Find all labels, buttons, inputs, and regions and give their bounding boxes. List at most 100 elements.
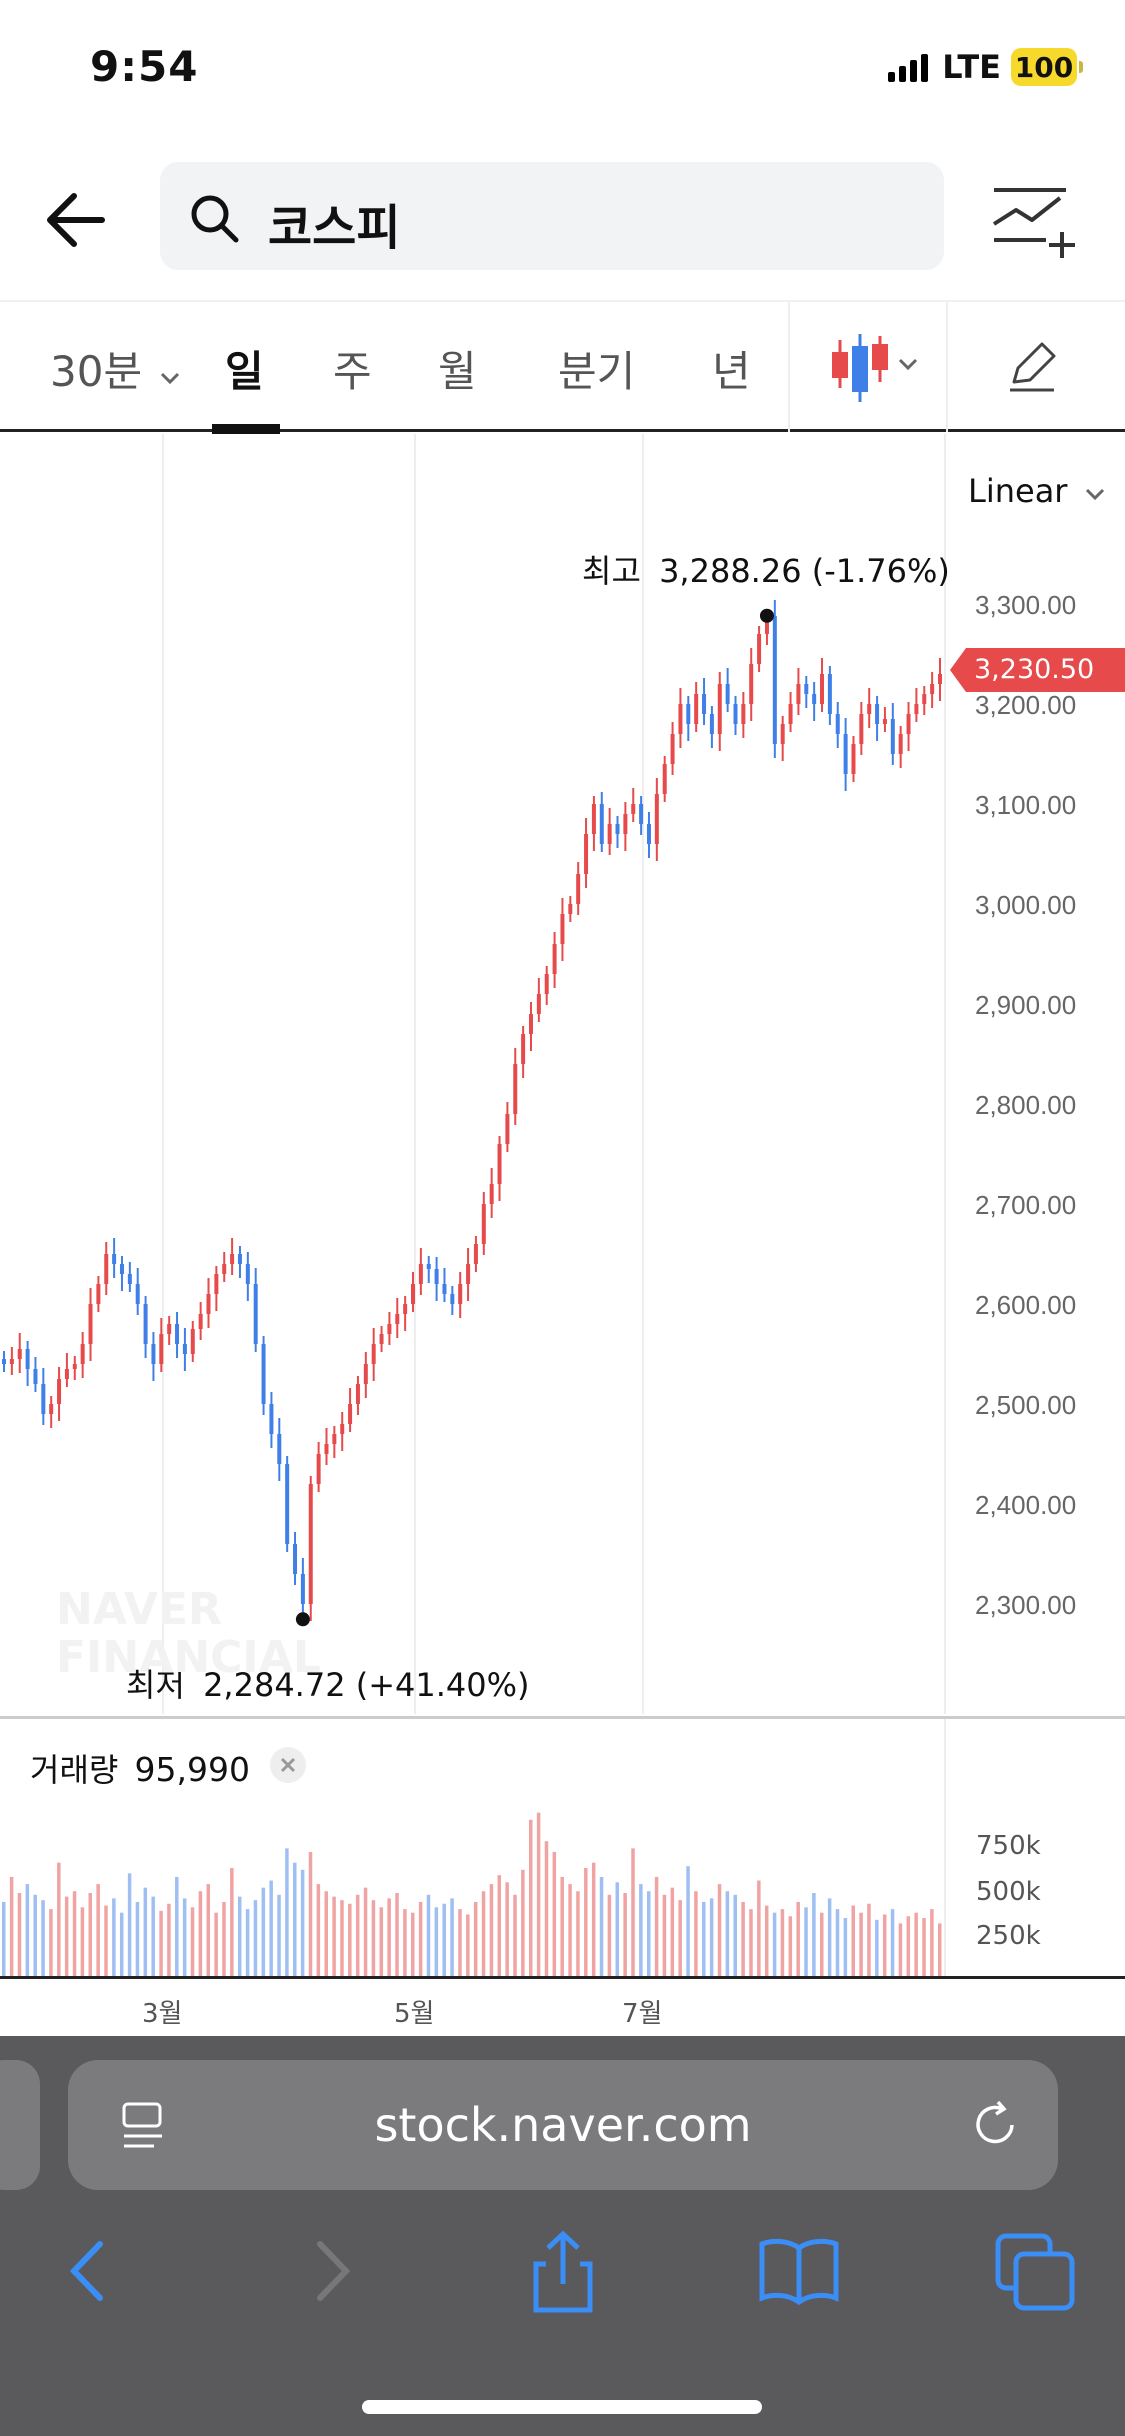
close-volume-button[interactable]: [270, 1747, 306, 1783]
volume-bar: [316, 1884, 321, 1977]
volume-bar: [788, 1916, 793, 1977]
search-input[interactable]: 코스피: [160, 162, 944, 270]
candle: [253, 1284, 258, 1344]
status-bar: 9:54 LTE 100: [0, 0, 1125, 140]
price-tick-label: 3,000.00: [975, 890, 1076, 920]
period-tabs: 30분 일 주 월 분기 년: [0, 300, 1125, 434]
volume-panel: 거래량 95,990 750k 500k 250k: [0, 1716, 1125, 1979]
tab-week[interactable]: 주: [333, 347, 372, 396]
volume-bar: [434, 1907, 439, 1977]
volume-bar: [513, 1894, 517, 1977]
candle: [17, 1349, 22, 1359]
bookmarks-icon[interactable]: [754, 2226, 844, 2316]
back-icon[interactable]: [44, 2226, 134, 2316]
candle: [678, 704, 683, 734]
volume-bar: [127, 1873, 132, 1977]
volume-bar: [418, 1901, 423, 1977]
volume-bar: [466, 1914, 470, 1977]
volume-bar: [843, 1918, 848, 1977]
candle: [914, 704, 919, 714]
tab-30min[interactable]: 30분: [50, 338, 181, 399]
candle: [348, 1404, 353, 1424]
tabs-icon[interactable]: [990, 2226, 1080, 2316]
candle: [340, 1424, 345, 1434]
volume-bar: [41, 1900, 45, 1977]
high-marker: [759, 608, 774, 623]
volume-bar: [411, 1912, 415, 1977]
candle: [135, 1284, 140, 1304]
x-label-may: 5월: [394, 1999, 435, 2029]
candle: [316, 1454, 321, 1484]
candle: [694, 694, 699, 724]
tab-day[interactable]: 일: [225, 347, 264, 396]
volume-tick-500k: 500k: [976, 1877, 1041, 1907]
candle: [379, 1334, 384, 1344]
candle: [686, 704, 691, 724]
candle: [552, 944, 557, 974]
volume-bar: [308, 1851, 313, 1977]
tab-quarter[interactable]: 분기: [558, 347, 636, 396]
volume-bar: [473, 1901, 478, 1977]
volume-bar: [253, 1900, 258, 1977]
candle: [33, 1369, 38, 1384]
price-tick-label: 2,900.00: [975, 990, 1076, 1020]
candle: [615, 824, 620, 834]
address-bar[interactable]: stock.naver.com: [68, 2060, 1058, 2190]
x-label-jul: 7월: [622, 1999, 663, 2029]
candle: [851, 744, 856, 774]
share-icon[interactable]: [518, 2226, 608, 2316]
volume-bar: [143, 1887, 148, 1977]
volume-bar: [159, 1910, 163, 1977]
previous-tab-preview[interactable]: [0, 2060, 40, 2190]
candle: [245, 1264, 250, 1284]
candle: [143, 1304, 148, 1344]
scale-selector[interactable]: Linear: [968, 472, 1106, 510]
volume-bar: [906, 1916, 911, 1977]
volume-bar: [300, 1869, 305, 1977]
volume-bar: [214, 1912, 218, 1977]
volume-bar: [355, 1894, 360, 1977]
candle: [646, 824, 651, 844]
add-compare-chart-icon[interactable]: [990, 180, 1080, 260]
volume-bar: [882, 1914, 887, 1977]
volume-bar: [615, 1882, 620, 1977]
candle: [190, 1329, 195, 1354]
candle: [607, 824, 612, 844]
candle: [473, 1244, 478, 1264]
candle: [717, 684, 722, 734]
volume-bar: [670, 1887, 675, 1977]
volume-bar: [57, 1862, 61, 1977]
candle: [387, 1324, 392, 1334]
tab-month[interactable]: 월: [438, 347, 477, 396]
volume-bar: [662, 1894, 667, 1977]
reload-icon[interactable]: [968, 2098, 1022, 2152]
candle: [88, 1304, 93, 1344]
volume-bar: [898, 1923, 903, 1977]
price-chart[interactable]: 3,300.00 3,200.00 3,100.00 3,000.00 2,900.00…: [0, 434, 1125, 1714]
candle: [749, 664, 754, 704]
candle: [772, 616, 777, 744]
tab-year[interactable]: 년: [712, 347, 751, 396]
candle: [308, 1484, 313, 1604]
candle: [757, 634, 762, 664]
volume-bar: [442, 1903, 446, 1977]
candlestick-type-icon[interactable]: [828, 332, 928, 404]
candle: [72, 1364, 77, 1369]
candle: [371, 1344, 376, 1364]
volume-bar: [702, 1901, 706, 1977]
volume-bar: [599, 1876, 604, 1977]
volume-bar: [450, 1898, 454, 1977]
volume-bar: [261, 1887, 266, 1977]
volume-bar: [458, 1909, 462, 1977]
pencil-draw-icon[interactable]: [1004, 338, 1060, 394]
price-chart-svg: 3,300.00 3,200.00 3,100.00 3,000.00 2,900.00…: [2, 434, 1076, 1714]
back-arrow-icon[interactable]: [40, 180, 120, 260]
reader-mode-icon[interactable]: [118, 2100, 168, 2152]
candle: [521, 1034, 526, 1064]
volume-bar: [796, 1901, 800, 1977]
low-label: 최저: [126, 1666, 185, 1704]
candle: [395, 1314, 400, 1324]
divider: [788, 302, 790, 432]
price-axis: 3,300.00 3,200.00 3,100.00 3,000.00 2,900.00…: [975, 590, 1076, 1620]
volume-bar: [654, 1876, 659, 1977]
